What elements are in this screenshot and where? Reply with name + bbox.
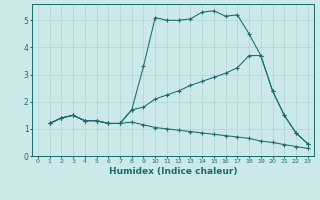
X-axis label: Humidex (Indice chaleur): Humidex (Indice chaleur) bbox=[108, 167, 237, 176]
